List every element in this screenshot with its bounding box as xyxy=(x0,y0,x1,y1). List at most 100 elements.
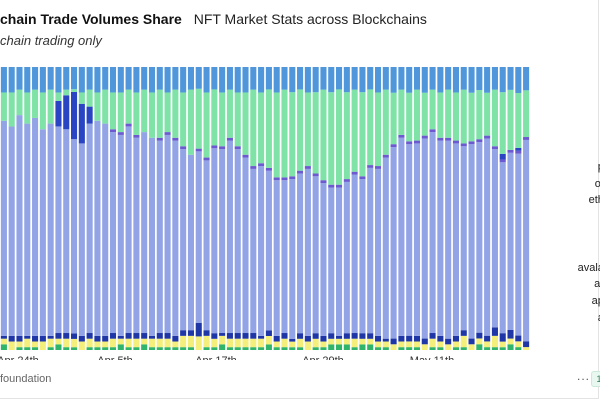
bar-segment-purple-38[interactable] xyxy=(297,170,304,174)
bar-segment-top_strip-36[interactable] xyxy=(281,67,288,90)
bar-segment-navy-52[interactable] xyxy=(406,335,413,342)
bar-segment-purple-30[interactable] xyxy=(234,146,241,150)
bar-segment-ethereum-18[interactable] xyxy=(141,132,148,334)
bar-segment-top_strip-55[interactable] xyxy=(429,67,436,90)
bar-segment-purple-34[interactable] xyxy=(265,167,272,171)
bar-segment-yellow-45[interactable] xyxy=(351,338,358,348)
bar-segment-green_base-33[interactable] xyxy=(258,347,265,350)
bar-segment-navy-31[interactable] xyxy=(242,333,249,339)
bar-segment-top_strip-40[interactable] xyxy=(312,67,319,93)
bar-segment-navy-46[interactable] xyxy=(359,333,366,339)
bar-segment-purple-44[interactable] xyxy=(343,179,350,182)
bar-segment-ethereum-1[interactable] xyxy=(8,126,15,336)
bar-segment-navy-32[interactable] xyxy=(250,333,257,339)
bar-segment-yellow-39[interactable] xyxy=(304,341,311,350)
bar-segment-purple-25[interactable] xyxy=(195,148,202,152)
bar-segment-top_strip-51[interactable] xyxy=(398,67,405,90)
bar-segment-ethereum-4[interactable] xyxy=(32,117,39,336)
bar-segment-ethereum-58[interactable] xyxy=(452,143,459,336)
bar-segment-green_base-11[interactable] xyxy=(86,347,93,350)
bar-segment-yellow-3[interactable] xyxy=(24,338,31,348)
bar-segment-green_base-32[interactable] xyxy=(250,347,257,350)
bar-segment-polygon-58[interactable] xyxy=(452,92,459,141)
bar-segment-purple-49[interactable] xyxy=(382,154,389,158)
bar-segment-polygon-6[interactable] xyxy=(47,89,54,124)
bar-segment-ethereum-45[interactable] xyxy=(351,174,358,334)
bar-segment-top_strip-64[interactable] xyxy=(499,67,506,93)
bar-segment-green_base-23[interactable] xyxy=(180,347,187,350)
bar-segment-top_strip-54[interactable] xyxy=(421,67,428,93)
bar-segment-green_base-64[interactable] xyxy=(499,347,506,350)
bar-segment-navy-23[interactable] xyxy=(180,330,187,336)
bar-segment-top_strip-10[interactable] xyxy=(78,67,85,93)
bar-segment-polygon-32[interactable] xyxy=(250,89,257,167)
bar-segment-navy-10[interactable] xyxy=(78,335,85,342)
bar-segment-purple-67[interactable] xyxy=(523,137,530,140)
bar-segment-polygon-63[interactable] xyxy=(491,89,498,147)
bar-segment-green_base-45[interactable] xyxy=(351,347,358,350)
bar-segment-top_strip-2[interactable] xyxy=(16,67,23,90)
bar-segment-polygon-51[interactable] xyxy=(398,89,405,135)
bar-segment-top_strip-44[interactable] xyxy=(343,67,350,93)
bar-segment-purple-56[interactable] xyxy=(437,137,444,141)
bar-segment-ethereum-38[interactable] xyxy=(297,173,304,334)
bar-segment-ethereum-64[interactable] xyxy=(499,162,506,334)
bar-segment-top_strip-6[interactable] xyxy=(47,67,54,90)
legend-item-avalan[interactable]: avalan xyxy=(577,262,600,274)
bar-segment-top_strip-5[interactable] xyxy=(39,67,46,93)
bar-segment-top_strip-31[interactable] xyxy=(242,67,249,93)
bar-segment-yellow-35[interactable] xyxy=(273,341,280,348)
bar-segment-polygon-2[interactable] xyxy=(16,89,23,116)
bar-segment-green_base-6[interactable] xyxy=(47,347,54,350)
bar-segment-yellow-34[interactable] xyxy=(265,335,272,345)
bar-segment-polygon-5[interactable] xyxy=(39,92,46,130)
bar-segment-top_strip-53[interactable] xyxy=(413,67,421,90)
bar-segment-yellow-54[interactable] xyxy=(421,344,428,350)
bar-segment-purple-16[interactable] xyxy=(125,123,132,127)
bar-segment-dark_blue-10[interactable] xyxy=(78,103,85,144)
bar-segment-green_base-65[interactable] xyxy=(507,344,514,350)
bar-segment-ethereum-33[interactable] xyxy=(258,166,265,336)
bar-segment-green_base-35[interactable] xyxy=(273,347,280,350)
bar-segment-yellow-40[interactable] xyxy=(312,338,319,348)
bar-segment-yellow-30[interactable] xyxy=(234,338,241,348)
bar-segment-ethereum-41[interactable] xyxy=(320,183,327,336)
bar-segment-yellow-29[interactable] xyxy=(226,338,233,348)
bar-segment-polygon-60[interactable] xyxy=(468,92,475,142)
bar-segment-navy-28[interactable] xyxy=(219,333,226,336)
bar-segment-green_base-38[interactable] xyxy=(297,347,304,350)
bar-segment-green_base-24[interactable] xyxy=(187,347,194,350)
bar-segment-purple-63[interactable] xyxy=(491,146,498,150)
bar-segment-ethereum-55[interactable] xyxy=(429,132,436,334)
bar-segment-top_strip-26[interactable] xyxy=(203,67,210,93)
bar-segment-green_base-40[interactable] xyxy=(312,347,319,350)
bar-segment-top_strip-12[interactable] xyxy=(94,67,101,93)
bar-segment-navy-41[interactable] xyxy=(320,335,327,342)
bar-segment-top_strip-38[interactable] xyxy=(297,67,304,90)
bar-segment-navy-17[interactable] xyxy=(133,333,140,339)
bar-segment-dark_blue-9[interactable] xyxy=(71,91,78,140)
bar-segment-ethereum-26[interactable] xyxy=(203,160,210,331)
bar-segment-purple-62[interactable] xyxy=(484,135,491,139)
bar-segment-polygon-28[interactable] xyxy=(219,92,226,147)
bar-segment-navy-9[interactable] xyxy=(71,333,78,339)
bar-segment-green_base-22[interactable] xyxy=(172,347,179,350)
bar-segment-ethereum-32[interactable] xyxy=(250,168,257,334)
bar-segment-navy-4[interactable] xyxy=(32,335,39,342)
bar-segment-top_strip-22[interactable] xyxy=(172,67,179,90)
bar-segment-green_base-7[interactable] xyxy=(55,344,62,350)
bar-segment-navy-18[interactable] xyxy=(141,333,148,339)
bar-segment-ethereum-6[interactable] xyxy=(47,123,54,336)
bar-segment-green_base-66[interactable] xyxy=(515,347,522,350)
bar-segment-polygon-10[interactable] xyxy=(78,92,85,104)
bar-segment-ethereum-0[interactable] xyxy=(0,120,7,336)
bar-segment-polygon-37[interactable] xyxy=(289,92,296,177)
bar-segment-navy-54[interactable] xyxy=(421,338,428,345)
bar-segment-top_strip-0[interactable] xyxy=(0,67,7,93)
bar-segment-green_base-28[interactable] xyxy=(219,344,226,350)
bar-segment-yellow-1[interactable] xyxy=(8,341,15,350)
bar-segment-polygon-12[interactable] xyxy=(94,92,101,121)
bar-segment-polygon-66[interactable] xyxy=(515,92,522,148)
bar-segment-top_strip-25[interactable] xyxy=(195,67,202,89)
bar-segment-polygon-38[interactable] xyxy=(297,89,304,171)
